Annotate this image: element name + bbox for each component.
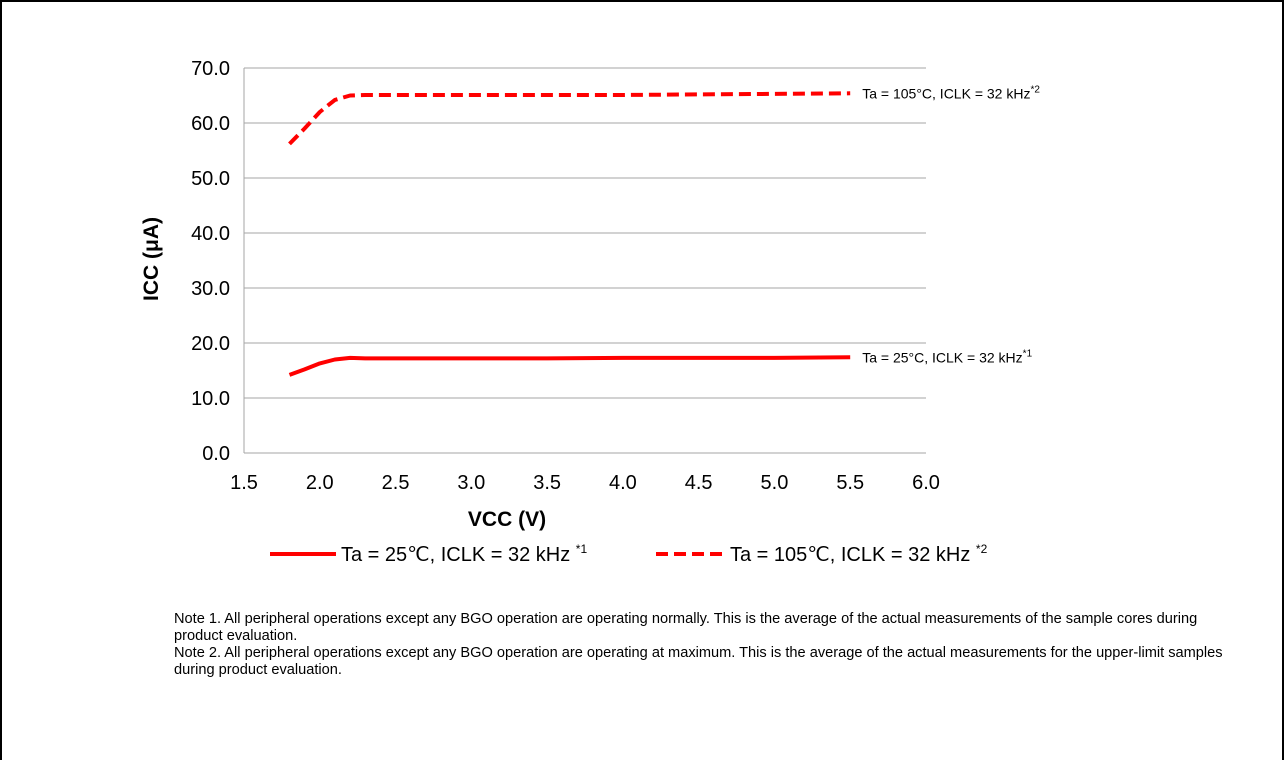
- series-lines: [288, 91, 851, 377]
- icc-vs-vcc-chart: 0.0 10.0 20.0 30.0 40.0 50.0 60.0 70.0 1.5 2.0 2.…: [140, 58, 1040, 566]
- series-annotations: Ta = 25°C, ICLK = 32 kHz*1 Ta = 105°C, IC…: [862, 84, 1040, 365]
- y-tick-label: 20.0: [191, 333, 230, 355]
- note-1: Note 1. All peripheral operations except…: [174, 611, 1198, 644]
- y-tick-label: 0.0: [202, 443, 230, 465]
- legend-label-2: Ta = 105℃, ICLK = 32 kHz *2: [730, 542, 988, 566]
- x-axis-title: VCC (V): [468, 508, 546, 531]
- x-tick-label: 4.5: [685, 472, 713, 494]
- x-tick-label: 2.0: [306, 472, 334, 494]
- footnotes: Note 1. All peripheral operations except…: [174, 611, 1234, 679]
- y-tick-labels: 0.0 10.0 20.0 30.0 40.0 50.0 60.0 70.0: [191, 58, 230, 465]
- y-tick-label: 70.0: [191, 58, 230, 80]
- series-annotation-2: Ta = 105°C, ICLK = 32 kHz*2: [862, 84, 1040, 101]
- x-tick-label: 4.0: [609, 472, 637, 494]
- x-tick-label: 3.5: [533, 472, 561, 494]
- y-axis-title: ICC (μA): [140, 217, 163, 301]
- y-tick-label: 40.0: [191, 223, 230, 245]
- y-tick-label: 50.0: [191, 168, 230, 190]
- x-tick-label: 2.5: [382, 472, 410, 494]
- grid-lines: [243, 67, 926, 454]
- x-tick-label: 5.5: [836, 472, 864, 494]
- x-tick-label: 5.0: [761, 472, 789, 494]
- y-tick-label: 10.0: [191, 388, 230, 410]
- note-2: Note 2. All peripheral operations except…: [174, 645, 1223, 678]
- x-tick-label: 6.0: [912, 472, 940, 494]
- series-line-2: [288, 91, 851, 146]
- x-tick-label: 3.0: [457, 472, 485, 494]
- legend: Ta = 25℃, ICLK = 32 kHz *1 Ta = 105℃, ICL…: [270, 542, 988, 566]
- y-tick-label: 60.0: [191, 113, 230, 135]
- series-annotation-1: Ta = 25°C, ICLK = 32 kHz*1: [862, 348, 1032, 365]
- x-tick-labels: 1.5 2.0 2.5 3.0 3.5 4.0 4.5 5.0 5.5 6.0: [230, 472, 940, 494]
- x-tick-label: 1.5: [230, 472, 258, 494]
- series-line-1: [288, 355, 851, 377]
- legend-label-1: Ta = 25℃, ICLK = 32 kHz *1: [341, 542, 587, 566]
- y-tick-label: 30.0: [191, 278, 230, 300]
